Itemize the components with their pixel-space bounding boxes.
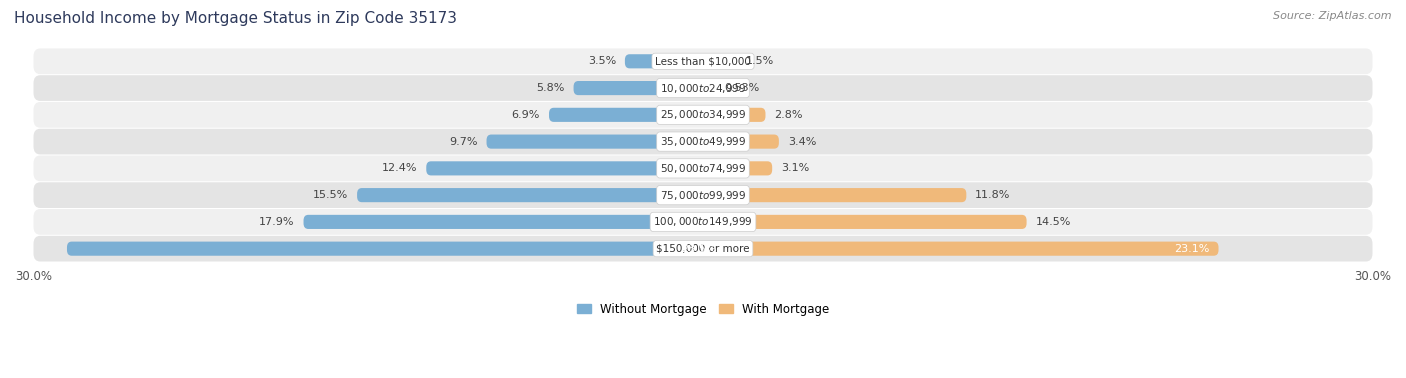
FancyBboxPatch shape: [67, 242, 703, 256]
FancyBboxPatch shape: [304, 215, 703, 229]
FancyBboxPatch shape: [34, 75, 1372, 101]
Text: Source: ZipAtlas.com: Source: ZipAtlas.com: [1274, 11, 1392, 21]
Text: $100,000 to $149,999: $100,000 to $149,999: [654, 215, 752, 228]
Text: $10,000 to $24,999: $10,000 to $24,999: [659, 82, 747, 94]
FancyBboxPatch shape: [34, 209, 1372, 235]
FancyBboxPatch shape: [703, 135, 779, 149]
FancyBboxPatch shape: [703, 54, 737, 68]
Legend: Without Mortgage, With Mortgage: Without Mortgage, With Mortgage: [572, 298, 834, 320]
FancyBboxPatch shape: [703, 242, 1219, 256]
FancyBboxPatch shape: [34, 48, 1372, 74]
FancyBboxPatch shape: [34, 182, 1372, 208]
Text: 0.53%: 0.53%: [724, 83, 759, 93]
Text: 2.8%: 2.8%: [775, 110, 803, 120]
FancyBboxPatch shape: [486, 135, 703, 149]
FancyBboxPatch shape: [703, 81, 714, 95]
Text: 3.1%: 3.1%: [782, 163, 810, 174]
Text: $25,000 to $34,999: $25,000 to $34,999: [659, 108, 747, 121]
FancyBboxPatch shape: [624, 54, 703, 68]
Text: $75,000 to $99,999: $75,000 to $99,999: [659, 189, 747, 201]
FancyBboxPatch shape: [703, 161, 772, 175]
FancyBboxPatch shape: [34, 155, 1372, 181]
FancyBboxPatch shape: [426, 161, 703, 175]
Text: $35,000 to $49,999: $35,000 to $49,999: [659, 135, 747, 148]
Text: 12.4%: 12.4%: [382, 163, 418, 174]
Text: 3.5%: 3.5%: [588, 56, 616, 66]
FancyBboxPatch shape: [34, 102, 1372, 128]
FancyBboxPatch shape: [703, 188, 966, 202]
Text: 17.9%: 17.9%: [259, 217, 295, 227]
Text: $50,000 to $74,999: $50,000 to $74,999: [659, 162, 747, 175]
Text: 14.5%: 14.5%: [1035, 217, 1071, 227]
Text: 1.5%: 1.5%: [745, 56, 773, 66]
Text: 23.1%: 23.1%: [1174, 244, 1209, 254]
Text: 9.7%: 9.7%: [449, 136, 478, 147]
FancyBboxPatch shape: [703, 108, 765, 122]
Text: 3.4%: 3.4%: [787, 136, 815, 147]
FancyBboxPatch shape: [357, 188, 703, 202]
FancyBboxPatch shape: [34, 129, 1372, 155]
FancyBboxPatch shape: [703, 215, 1026, 229]
FancyBboxPatch shape: [34, 236, 1372, 262]
Text: $150,000 or more: $150,000 or more: [657, 244, 749, 254]
Text: 11.8%: 11.8%: [976, 190, 1011, 200]
Text: Household Income by Mortgage Status in Zip Code 35173: Household Income by Mortgage Status in Z…: [14, 11, 457, 26]
Text: 15.5%: 15.5%: [314, 190, 349, 200]
Text: Less than $10,000: Less than $10,000: [655, 56, 751, 66]
Text: 6.9%: 6.9%: [512, 110, 540, 120]
FancyBboxPatch shape: [548, 108, 703, 122]
Text: 5.8%: 5.8%: [536, 83, 565, 93]
Text: 28.5%: 28.5%: [681, 244, 716, 254]
FancyBboxPatch shape: [574, 81, 703, 95]
